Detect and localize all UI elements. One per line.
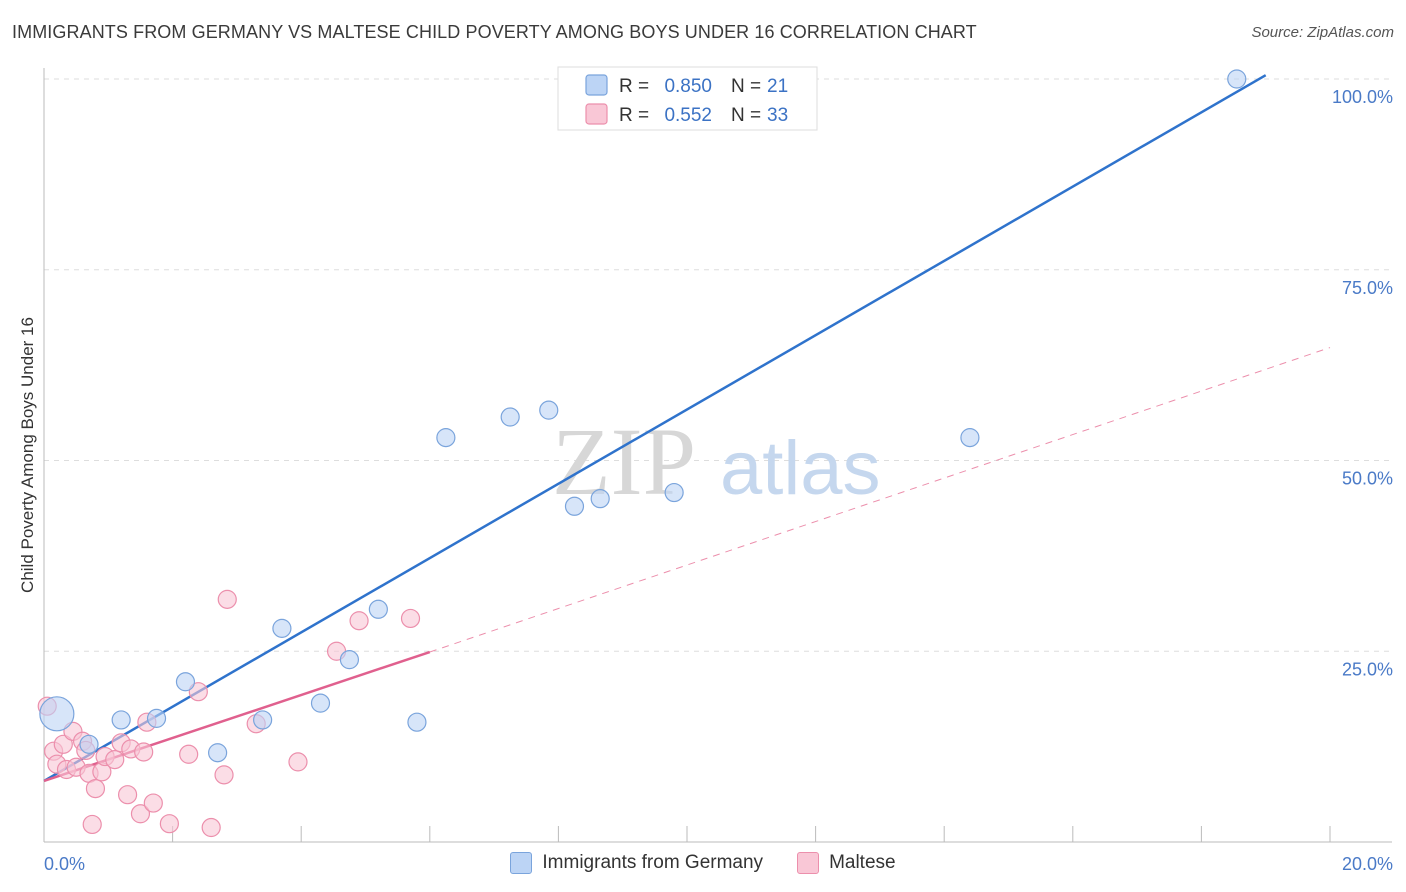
point-germany [564, 496, 585, 516]
point-germany [539, 400, 559, 420]
gridlines [44, 78, 1392, 652]
legend-item-germany[interactable]: Immigrants from Germany [510, 852, 763, 874]
legend-label-germany: Immigrants from Germany [542, 852, 764, 873]
point-maltese [179, 744, 199, 764]
point-maltese [288, 752, 308, 772]
x-tick-labels: 0.0% 20.0% [44, 854, 1393, 874]
point-maltese [214, 765, 234, 785]
point-maltese [217, 589, 237, 609]
y-tick-label: 25.0% [1342, 659, 1393, 679]
point-maltese [85, 778, 106, 799]
point-germany [664, 482, 684, 503]
y-tick-label: 100.0% [1332, 87, 1393, 107]
legend-label-maltese: Maltese [829, 852, 896, 873]
x-tick-label: 0.0% [44, 854, 85, 874]
point-germany [590, 489, 610, 509]
y-tick-label: 50.0% [1342, 469, 1393, 489]
point-maltese [105, 749, 125, 770]
trend-line-germany [43, 74, 1267, 783]
legend-n-label: N = [731, 76, 761, 97]
legend-swatch [585, 74, 608, 96]
point-maltese [134, 742, 154, 762]
chart-title: IMMIGRANTS FROM GERMANY VS MALTESE CHILD… [12, 22, 977, 42]
y-tick-labels: 100.0% 75.0% 50.0% 25.0% [1332, 87, 1393, 679]
point-germany [146, 708, 167, 728]
legend-r-label: R = [619, 76, 649, 97]
point-germany [368, 599, 388, 619]
series-legend: Immigrants from Germany Maltese [0, 852, 1406, 874]
point-germany [272, 618, 292, 638]
legend-swatch-germany [510, 852, 533, 874]
axes [43, 68, 1392, 843]
point-germany [500, 407, 520, 427]
point-germany [960, 428, 980, 448]
point-germany [253, 710, 273, 730]
x-tick-label: 20.0% [1342, 854, 1393, 874]
legend-n-label: N = [731, 105, 761, 126]
correlation-legend: R = 0.850 N = 21 R = 0.552 N = 33 [557, 66, 818, 131]
point-maltese [201, 817, 221, 838]
point-maltese [143, 793, 163, 813]
trend-line-maltese-extended [429, 347, 1331, 653]
point-germany [1227, 69, 1247, 89]
point-germany [310, 693, 331, 713]
point-germany [407, 712, 427, 732]
point-germany [436, 428, 456, 448]
source-label: Source: ZipAtlas.com [1251, 24, 1394, 41]
point-germany [339, 650, 360, 670]
watermark-atlas: atlas [720, 426, 881, 511]
legend-r-value: 0.850 [664, 76, 712, 97]
point-maltese [82, 814, 102, 835]
legend-item-maltese[interactable]: Maltese [797, 852, 896, 874]
point-maltese [188, 682, 208, 702]
point-germany [208, 743, 228, 763]
point-maltese [130, 804, 151, 824]
point-maltese [159, 814, 179, 834]
point-maltese [349, 611, 369, 631]
point-maltese [400, 608, 421, 629]
point-germany [79, 734, 99, 754]
point-germany [111, 710, 131, 730]
point-maltese [53, 734, 73, 754]
legend-swatch-maltese [797, 852, 820, 874]
legend-r-value: 0.552 [664, 105, 712, 126]
y-tick-label: 75.0% [1342, 278, 1393, 298]
point-maltese [117, 785, 138, 805]
point-germany [39, 696, 75, 732]
legend-swatch [585, 103, 608, 125]
legend-n-value: 21 [767, 76, 788, 97]
point-germany [175, 672, 196, 692]
legend-r-label: R = [619, 105, 649, 126]
legend-n-value: 33 [767, 105, 788, 126]
data-points [37, 69, 1247, 838]
